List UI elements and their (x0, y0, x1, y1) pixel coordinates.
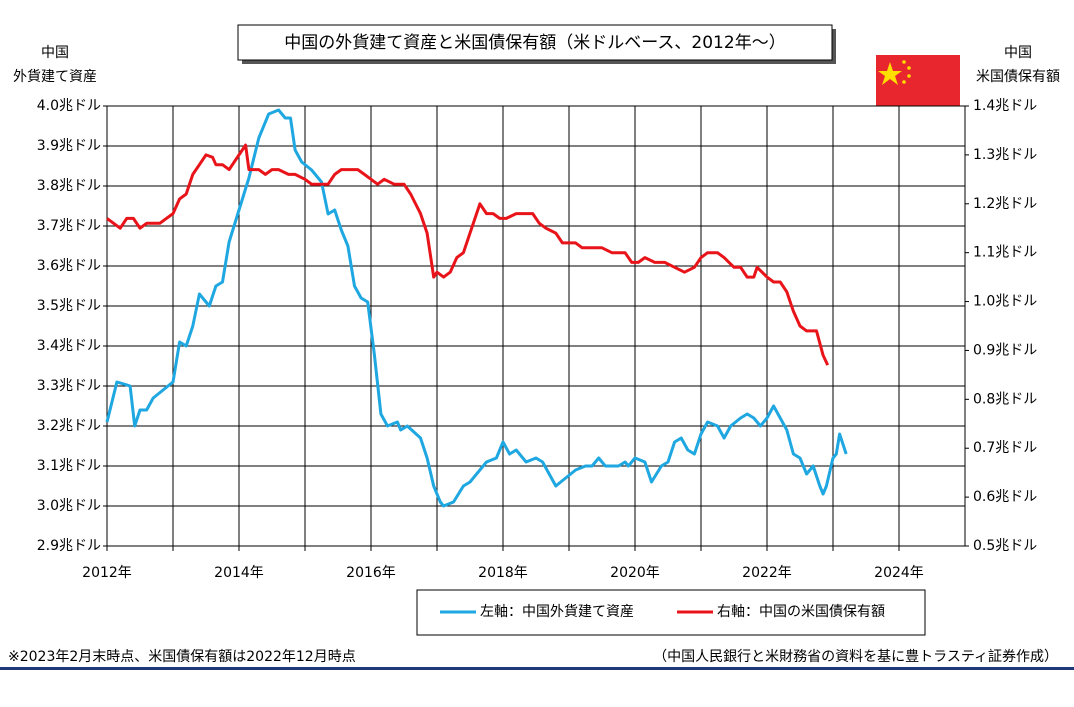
y-tick-label: 3.7兆ドル (37, 218, 101, 234)
y2-tick-label: 1.1兆ドル (973, 245, 1037, 261)
legend-box (416, 589, 926, 636)
title-box (237, 24, 833, 61)
y-tick-label: 3.3兆ドル (37, 378, 101, 394)
x-tick-label: 2018年 (478, 565, 528, 581)
y2-tick-label: 0.9兆ドル (973, 342, 1037, 358)
y2-tick-label: 1.0兆ドル (973, 294, 1037, 310)
footer-rule (0, 667, 1074, 670)
plot-area (106, 105, 966, 547)
y-tick-label: 3.9兆ドル (37, 138, 101, 154)
y2-tick-label: 0.5兆ドル (973, 538, 1037, 554)
series-line (106, 143, 830, 366)
y-tick-label: 3.5兆ドル (37, 298, 101, 314)
y-tick-label: 3.0兆ドル (37, 498, 101, 514)
y2-tick-label: 0.7兆ドル (973, 440, 1037, 456)
y2-tick-label: 0.8兆ドル (973, 391, 1037, 407)
flag-star (878, 62, 902, 85)
series-line (105, 108, 848, 508)
y-axis-label: 中国 (41, 45, 69, 61)
y-axis-label: 外貨建て資産 (13, 68, 97, 85)
x-tick-label: 2024年 (874, 565, 924, 581)
y-tick-label: 2.9兆ドル (37, 538, 101, 554)
y2-tick-label: 1.3兆ドル (973, 147, 1037, 163)
y-tick-label: 3.4兆ドル (37, 338, 101, 354)
y-tick-label: 3.1兆ドル (37, 458, 101, 474)
y-tick-label: 3.6兆ドル (37, 258, 101, 274)
chart-title: 中国の外貨建て資産と米国債保有額（米ドルベース、2012年～） (284, 33, 785, 53)
y-tick-label: 3.8兆ドル (37, 178, 101, 194)
y-tick-label: 4.0兆ドル (37, 98, 101, 114)
x-tick-label: 2022年 (742, 565, 792, 581)
x-tick-label: 2014年 (214, 565, 264, 581)
flag-star (907, 74, 911, 78)
y2-tick-label: 1.2兆ドル (973, 196, 1037, 212)
y2-axis-label: 米国債保有額 (976, 69, 1060, 85)
legend-label: 右軸：中国の米国債保有額 (717, 604, 885, 620)
y2-tick-label: 1.4兆ドル (973, 98, 1037, 114)
y2-axis-label: 中国 (1004, 45, 1032, 61)
footnote: ※2023年2月末時点、米国債保有額は2022年12月時点 (8, 649, 356, 665)
x-tick-label: 2020年 (610, 565, 660, 581)
x-tick-label: 2016年 (346, 565, 396, 581)
flag-star (902, 60, 906, 64)
x-tick-label: 2012年 (82, 565, 132, 581)
y-tick-label: 3.2兆ドル (37, 418, 101, 434)
flag-star (907, 66, 911, 70)
y2-tick-label: 0.6兆ドル (973, 489, 1037, 505)
flag-star (902, 80, 906, 84)
source-note: （中国人民銀行と米財務省の資料を基に豊トラスティ証券作成） (653, 648, 1058, 665)
legend-label: 左軸：中国外貨建て資産 (480, 603, 634, 620)
